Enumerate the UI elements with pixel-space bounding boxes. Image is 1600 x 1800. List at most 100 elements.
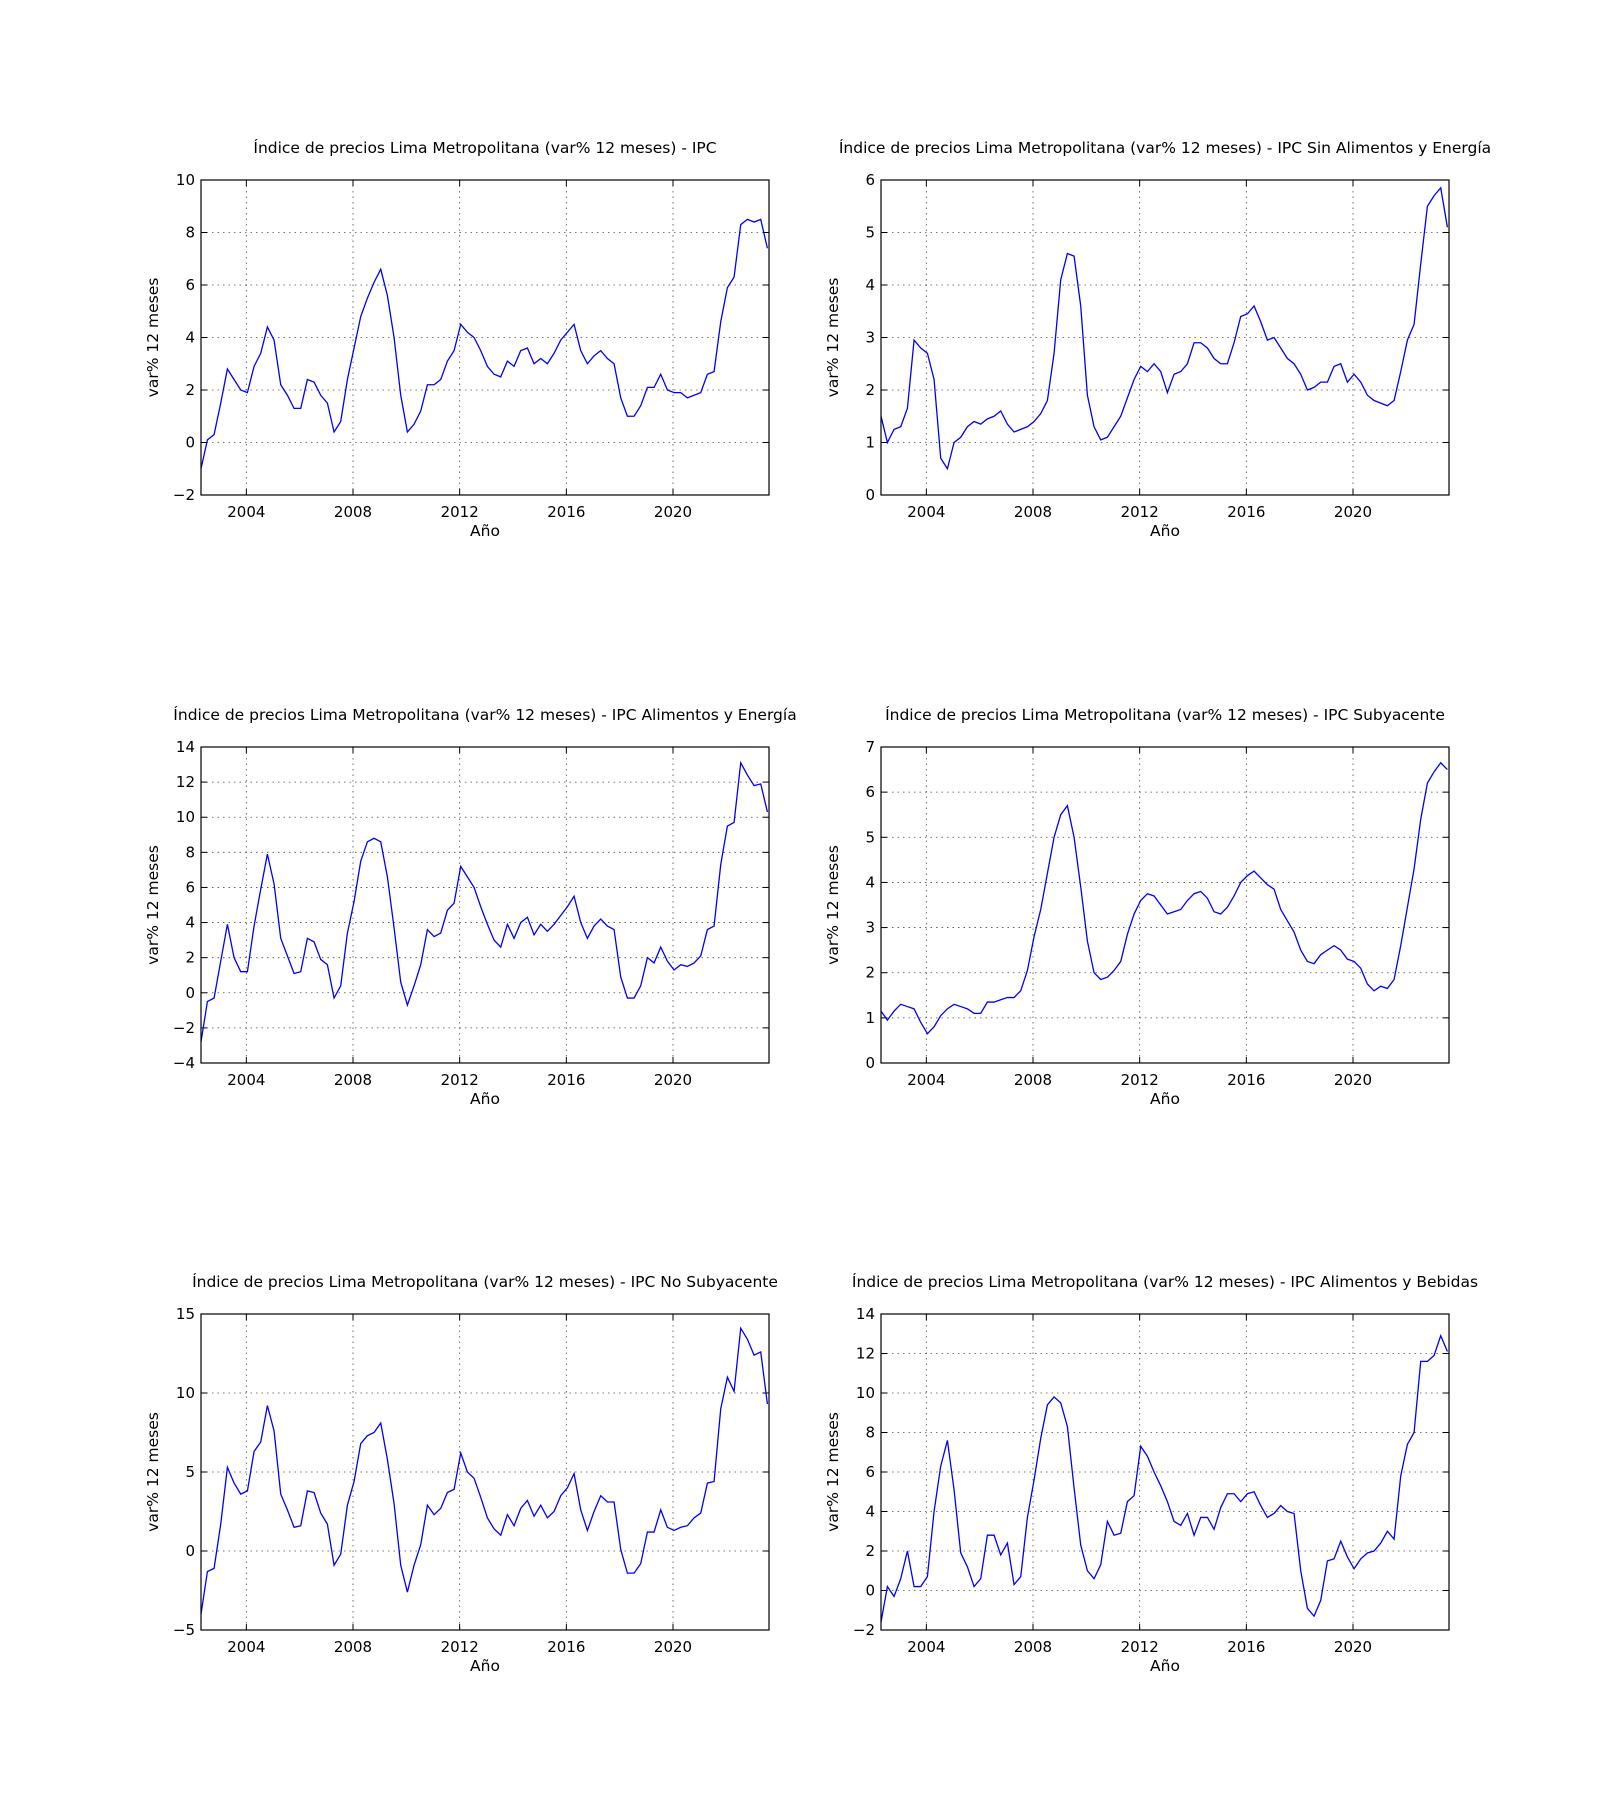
y-tick-label: 12	[856, 1345, 875, 1363]
y-tick-label: −2	[173, 486, 195, 504]
x-tick-label: 2004	[907, 1071, 945, 1089]
x-tick-label: 2008	[1014, 1071, 1052, 1089]
x-tick-label: 2020	[1334, 503, 1372, 521]
y-tick-label: 3	[865, 919, 875, 937]
y-axis-label: var% 12 meses	[144, 845, 162, 965]
x-axis-label: Año	[470, 1090, 500, 1108]
x-tick-label: 2004	[227, 503, 265, 521]
chart-panel-5: 2004 2008 2012 2016 2020 −5 0 5 10 15 Índice de pr…	[144, 1272, 778, 1675]
x-tick-label: 2020	[654, 1638, 692, 1656]
x-tick-label: 2008	[1014, 503, 1052, 521]
y-tick-label: 8	[185, 843, 195, 861]
y-tick-label: 10	[176, 808, 195, 826]
y-tick-label: 8	[865, 1424, 875, 1442]
y-tick-label: 2	[865, 964, 875, 982]
y-tick-label: 6	[185, 878, 195, 896]
y-tick-label: 5	[865, 224, 875, 242]
y-tick-label: 0	[185, 984, 195, 1002]
chart-title: Índice de precios Lima Metropolitana (va…	[885, 705, 1445, 724]
x-axis-label: Año	[470, 1657, 500, 1675]
x-tick-label: 2008	[1014, 1638, 1052, 1656]
chart-title: Índice de precios Lima Metropolitana (va…	[839, 138, 1491, 157]
y-tick-label: −2	[173, 1019, 195, 1037]
y-axis-label: var% 12 meses	[824, 845, 842, 965]
y-tick-label: 4	[865, 276, 875, 294]
plot-frame	[200, 1313, 770, 1631]
y-tick-label: 10	[176, 171, 195, 189]
chart-title: Índice de precios Lima Metropolitana (va…	[852, 1272, 1478, 1291]
series-line	[881, 1333, 1448, 1623]
y-tick-label: 2	[185, 381, 195, 399]
chart-panel-3: 2004 2008 2012 2016 2020 −4 −2 0 2 4 6 8 10 12 14 Índic…	[144, 705, 797, 1108]
x-tick-label: 2016	[1227, 1071, 1265, 1089]
y-tick-label: 4	[865, 1503, 875, 1521]
chart-title: Índice de precios Lima Metropolitana (va…	[192, 1272, 778, 1291]
y-tick-label: 0	[865, 1054, 875, 1072]
y-tick-label: 3	[865, 329, 875, 347]
y-tick-label: 6	[865, 1463, 875, 1481]
series-line	[201, 218, 769, 469]
x-tick-label: 2004	[227, 1638, 265, 1656]
series-line	[201, 1326, 769, 1615]
y-tick-label: −4	[173, 1054, 195, 1072]
y-tick-label: 6	[865, 783, 875, 801]
y-axis-label: var% 12 meses	[824, 1412, 842, 1532]
x-tick-label: 2004	[907, 1638, 945, 1656]
plot-frame	[200, 179, 770, 496]
x-axis-label: Año	[1150, 1090, 1180, 1108]
y-tick-label: 10	[856, 1384, 875, 1402]
x-tick-label: 2020	[654, 1071, 692, 1089]
x-tick-label: 2020	[1334, 1638, 1372, 1656]
y-tick-label: 14	[856, 1305, 875, 1323]
x-tick-label: 2020	[654, 503, 692, 521]
x-tick-label: 2004	[907, 503, 945, 521]
plot-frame	[200, 746, 770, 1064]
x-tick-label: 2008	[334, 503, 372, 521]
y-tick-label: −5	[173, 1621, 195, 1639]
x-tick-label: 2016	[1227, 1638, 1265, 1656]
x-axis-label: Año	[1150, 522, 1180, 540]
x-tick-label: 2012	[1121, 1071, 1159, 1089]
y-tick-label: −2	[853, 1621, 875, 1639]
x-tick-label: 2012	[1121, 503, 1159, 521]
chart-panel-2: 2004 2008 2012 2016 2020 0 1 2 3 4 5 6 Índice de pre…	[824, 138, 1491, 540]
y-tick-label: 6	[865, 171, 875, 189]
y-tick-label: 8	[185, 224, 195, 242]
y-tick-label: 0	[865, 486, 875, 504]
y-tick-label: 1	[865, 434, 875, 452]
chart-title: Índice de precios Lima Metropolitana (va…	[173, 705, 796, 724]
chart-panel-4: 2004 2008 2012 2016 2020 0 1 2 3 4 5 6 7 Índice de pr…	[824, 705, 1450, 1108]
y-tick-label: 10	[176, 1384, 195, 1402]
y-tick-label: 4	[185, 914, 195, 932]
x-tick-label: 2012	[1121, 1638, 1159, 1656]
y-tick-label: 4	[865, 873, 875, 891]
x-tick-label: 2012	[441, 1071, 479, 1089]
y-tick-label: 6	[185, 276, 195, 294]
chart-panel-6: 2004 2008 2012 2016 2020 −2 0 2 4 6 8 10 12 14 Índice …	[824, 1272, 1478, 1675]
x-axis-label: Año	[1150, 1657, 1180, 1675]
plot-frame	[880, 1313, 1450, 1631]
x-tick-label: 2016	[1227, 503, 1265, 521]
y-axis-label: var% 12 meses	[144, 1412, 162, 1532]
chart-panel-1: 2004 2008 2012 2016 2020 −2 0 2 4 6 8 10 Índice de p…	[144, 138, 770, 540]
y-tick-label: 2	[865, 1542, 875, 1560]
y-tick-label: 4	[185, 329, 195, 347]
y-tick-label: 12	[176, 773, 195, 791]
x-tick-label: 2004	[227, 1071, 265, 1089]
x-tick-label: 2008	[334, 1071, 372, 1089]
y-tick-label: 5	[865, 828, 875, 846]
y-tick-label: 15	[176, 1305, 195, 1323]
x-tick-label: 2012	[441, 503, 479, 521]
y-tick-label: 0	[185, 434, 195, 452]
x-tick-label: 2016	[547, 503, 585, 521]
y-tick-label: 2	[865, 381, 875, 399]
x-tick-label: 2008	[334, 1638, 372, 1656]
x-tick-label: 2020	[1334, 1071, 1372, 1089]
x-axis-label: Año	[470, 522, 500, 540]
series-line	[881, 761, 1448, 1035]
chart-title: Índice de precios Lima Metropolitana (va…	[253, 138, 716, 157]
y-tick-label: 2	[185, 949, 195, 967]
y-tick-label: 0	[865, 1582, 875, 1600]
plot-frame	[880, 179, 1450, 496]
